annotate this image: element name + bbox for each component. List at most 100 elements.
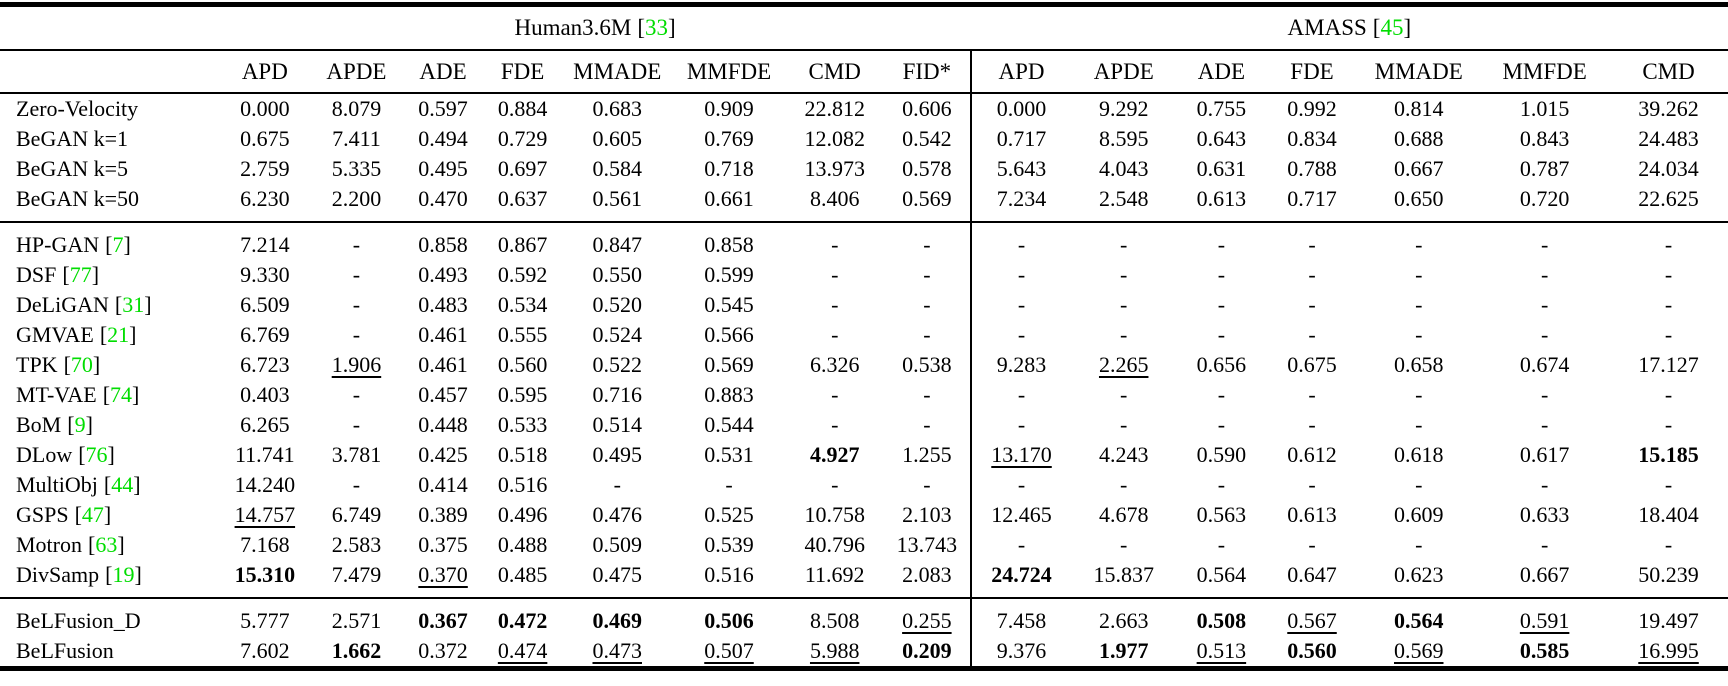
metric-cell: 0.457 [418, 382, 468, 407]
metric-cell: - [1415, 412, 1423, 437]
metric-cell: - [1664, 232, 1673, 257]
metric-cell: 0.623 [1357, 560, 1481, 599]
metric-cell: - [1217, 232, 1226, 257]
metric-cell: 0.667 [1480, 560, 1610, 599]
metric-cell: 2.663 [1098, 608, 1149, 633]
metric-cell: 39.262 [1638, 96, 1699, 121]
metric-cell: 0.569 [1394, 638, 1444, 663]
metric-cell: - [884, 410, 972, 440]
table-row: BeGAN k=1 0.675 7.411 0.494 0.729 0.605 0.769 1… [0, 124, 1728, 154]
metric-cell: 12.465 [991, 502, 1052, 527]
citation-ref: 76 [78, 442, 115, 467]
metric-cell: 40.796 [804, 532, 865, 557]
metric-cell: 0.469 [592, 608, 642, 633]
metric-cell: 0.667 [1394, 156, 1444, 181]
metric-cell: - [352, 412, 361, 437]
metric-cell: 0.563 [1196, 502, 1247, 527]
method-cell: MT-VAE74 [0, 380, 220, 410]
metric-cell: 5.643 [996, 156, 1047, 181]
method-name: TPK [16, 352, 58, 377]
metric-cell: 10.758 [804, 502, 865, 527]
method-name: Zero-Velocity [16, 96, 139, 121]
metric-cell: 0.675 [1287, 352, 1337, 377]
metric-cell: 15.310 [219, 560, 311, 599]
method-cell: DeLiGAN31 [0, 290, 220, 320]
metric-cell: 2.759 [240, 156, 290, 181]
metric-cell: - [1415, 472, 1423, 497]
dataset-header-human36m: Human3.6M33 [220, 5, 971, 51]
method-name: BeLFusion_D [16, 608, 141, 633]
metric-cell: 7.458 [996, 608, 1047, 633]
citation-ref: 44 [104, 472, 141, 497]
metric-cell: 0.375 [418, 532, 468, 557]
metric-cell: 0.000 [240, 96, 290, 121]
metric-cell: 7.411 [332, 126, 381, 151]
metric-cell: - [831, 382, 839, 407]
metric-cell: 0.000 [996, 96, 1047, 121]
metric-cell: - [1217, 412, 1226, 437]
metric-cell: 13.170 [991, 442, 1052, 467]
metric-cell: 0.516 [497, 472, 548, 497]
metric-cell: 6.749 [331, 502, 382, 527]
metric-cell: - [1415, 322, 1423, 347]
metric-cell: - [1664, 292, 1673, 317]
method-name: DSF [16, 262, 57, 287]
metric-cell: 6.230 [219, 184, 311, 223]
metric-cell: 0.567 [1287, 608, 1337, 633]
method-cell: BeGAN k=50 [0, 184, 220, 223]
metric-cell: - [1017, 382, 1026, 407]
metric-cell: 0.633 [1519, 502, 1570, 527]
column-header-mmade: MMADE [573, 58, 662, 84]
metric-cell: - [1540, 322, 1549, 347]
metric-cell: - [1217, 472, 1226, 497]
metric-cell: - [613, 472, 621, 497]
metric-cell: 0.507 [704, 638, 754, 663]
metric-cell: 0.389 [418, 502, 468, 527]
metric-cell: 1.662 [331, 638, 382, 663]
metric-cell: - [1540, 382, 1549, 407]
metric-cell: - [831, 412, 839, 437]
metric-cell: - [1017, 292, 1026, 317]
metric-cell: 24.724 [970, 560, 1072, 599]
metric-cell: 0.613 [1287, 502, 1337, 527]
metric-cell: 0.717 [1266, 184, 1358, 223]
metric-cell: - [1308, 292, 1316, 317]
table-row: BeGAN k=5 2.759 5.335 0.495 0.697 0.584 0.718 1… [0, 154, 1728, 184]
metric-cell: - [1308, 382, 1316, 407]
column-header-cmd: CMD [1642, 58, 1695, 84]
citation-ref: 21 [100, 322, 137, 347]
metric-cell: 18.404 [1638, 502, 1699, 527]
metric-cell: 5.335 [331, 156, 382, 181]
metric-cell: 0.560 [1287, 638, 1337, 663]
metric-cell: 0.514 [592, 412, 642, 437]
metric-cell: 0.637 [483, 184, 562, 223]
metric-cell: 2.265 [1098, 352, 1149, 377]
metric-cell: - [352, 262, 361, 287]
metric-cell: 2.200 [310, 184, 403, 223]
metric-cell: 0.414 [418, 472, 468, 497]
metric-cell: 0.509 [592, 532, 642, 557]
metric-cell: - [1017, 412, 1026, 437]
metric-cell: 0.533 [497, 412, 548, 437]
metric-cell: 0.475 [561, 560, 673, 599]
metric-cell: 0.609 [1394, 502, 1444, 527]
column-header-mmade: MMADE [1374, 58, 1463, 84]
metric-cell: - [1017, 232, 1026, 257]
metric-cell: 0.683 [592, 96, 642, 121]
metric-cell: 0.494 [418, 126, 468, 151]
method-name: GMVAE [16, 322, 94, 347]
metric-cell: 1.015 [1519, 96, 1570, 121]
metric-cell: 2.548 [1071, 184, 1177, 223]
metric-cell: 4.927 [809, 442, 860, 467]
method-cell: Motron63 [0, 530, 220, 560]
method-cell: MultiObj44 [0, 470, 220, 500]
dataset-label: AMASS [1287, 15, 1367, 40]
method-cell: HP-GAN7 [0, 222, 220, 260]
metric-cell: 0.992 [1287, 96, 1337, 121]
metric-cell: 0.834 [1287, 126, 1337, 151]
metric-cell: - [1540, 262, 1549, 287]
metric-cell: 0.483 [418, 292, 468, 317]
metric-cell: - [1120, 262, 1128, 287]
metric-cell: 0.476 [592, 502, 642, 527]
table-row: BeLFusion 7.602 1.662 0.372 0.474 0.473 0.507 5… [0, 636, 1728, 669]
